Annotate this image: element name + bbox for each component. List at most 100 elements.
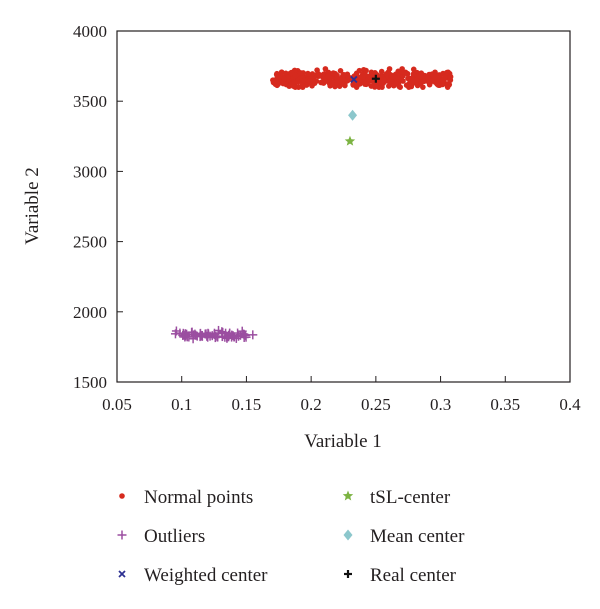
data-point (314, 67, 320, 73)
data-point (410, 66, 417, 73)
data-point (353, 72, 359, 79)
y-tick-label: 4000 (73, 22, 107, 41)
legend-item: Normal points (119, 487, 253, 508)
data-point (297, 70, 304, 76)
data-point (356, 67, 363, 74)
legend-label: Weighted center (144, 565, 268, 586)
data-point (386, 78, 393, 85)
legend-item: Outliers (117, 526, 205, 547)
legend-item: tSL-center (342, 487, 451, 508)
data-point (390, 73, 397, 80)
data-point (368, 83, 375, 89)
x-tick-label: 0.4 (559, 395, 581, 414)
data-point (182, 329, 192, 339)
x-axis-label: Variable 1 (304, 431, 382, 452)
data-point (305, 70, 311, 77)
data-point (408, 80, 415, 87)
center-point (344, 135, 356, 146)
data-point (417, 73, 424, 80)
center-point (348, 109, 358, 121)
y-tick-label: 2000 (73, 303, 107, 322)
x-tick-label: 0.25 (361, 395, 391, 414)
data-point (444, 84, 451, 90)
x-tick-label: 0.05 (102, 395, 132, 414)
data-point (418, 78, 425, 85)
data-point (292, 72, 299, 79)
data-point (334, 80, 340, 86)
data-point (330, 70, 337, 76)
data-point (402, 69, 409, 76)
y-tick-label: 3000 (73, 162, 107, 181)
data-point (444, 69, 450, 76)
data-point (234, 331, 244, 341)
data-point (378, 68, 385, 75)
center-point (350, 75, 358, 84)
data-point (327, 75, 333, 82)
data-point (380, 76, 387, 83)
center-point (371, 74, 380, 83)
data-point (431, 74, 438, 80)
data-point (307, 78, 313, 84)
data-point (367, 74, 373, 81)
data-point (295, 79, 301, 85)
y-axis-label: Variable 2 (22, 167, 43, 245)
series-outliers (170, 325, 258, 344)
legend-item: Real center (344, 565, 457, 586)
series-normal-points (270, 66, 454, 90)
x-tick-label: 0.3 (430, 395, 451, 414)
data-point (231, 333, 241, 343)
data-point (447, 74, 454, 80)
data-point (309, 71, 316, 77)
axis-ticks: 0.05 0.1 0.15 0.2 0.25 0.3 0.35 0.4 1500 2000 2500… (73, 22, 581, 414)
x-tick-label: 0.2 (301, 395, 322, 414)
x-tick-label: 0.1 (171, 395, 192, 414)
data-points (170, 66, 454, 344)
data-point (203, 328, 213, 338)
legend-label: Normal points (144, 487, 253, 508)
data-point (290, 83, 297, 89)
data-point (424, 74, 431, 81)
y-tick-label: 2500 (73, 233, 107, 252)
y-tick-label: 1500 (73, 373, 107, 392)
data-point (362, 81, 368, 87)
legend-marker (342, 490, 354, 501)
legend-label: Mean center (370, 526, 465, 547)
data-point (420, 84, 426, 90)
legend-marker (344, 570, 352, 578)
data-point (280, 80, 286, 87)
data-point (440, 77, 446, 83)
data-point (281, 76, 287, 82)
x-tick-label: 0.35 (490, 395, 520, 414)
data-point (295, 84, 302, 90)
data-point (223, 331, 233, 341)
legend-item: Weighted center (118, 565, 268, 586)
legend-label: Real center (370, 565, 457, 586)
data-point (386, 83, 392, 89)
legend-label: tSL-center (370, 487, 451, 508)
data-point (196, 331, 206, 341)
data-point (319, 72, 326, 78)
data-point (345, 74, 352, 80)
data-point (175, 328, 185, 338)
data-point (353, 84, 360, 90)
legend-marker (119, 493, 125, 499)
legend-item: Mean center (343, 526, 465, 547)
data-point (187, 327, 197, 337)
y-tick-label: 3500 (73, 92, 107, 111)
data-point (218, 327, 228, 337)
legend: Normal points Outliers Weighted center tSL-… (117, 487, 465, 586)
data-point (188, 334, 198, 344)
plot-frame (116, 30, 571, 383)
legend-marker (117, 530, 127, 540)
data-point (393, 80, 399, 87)
data-point (337, 68, 344, 74)
data-point (359, 74, 366, 80)
data-point (398, 77, 404, 83)
data-point (434, 81, 440, 87)
x-tick-label: 0.15 (232, 395, 262, 414)
data-point (330, 79, 336, 86)
legend-label: Outliers (144, 526, 205, 547)
data-point (222, 333, 232, 343)
data-point (383, 71, 390, 77)
